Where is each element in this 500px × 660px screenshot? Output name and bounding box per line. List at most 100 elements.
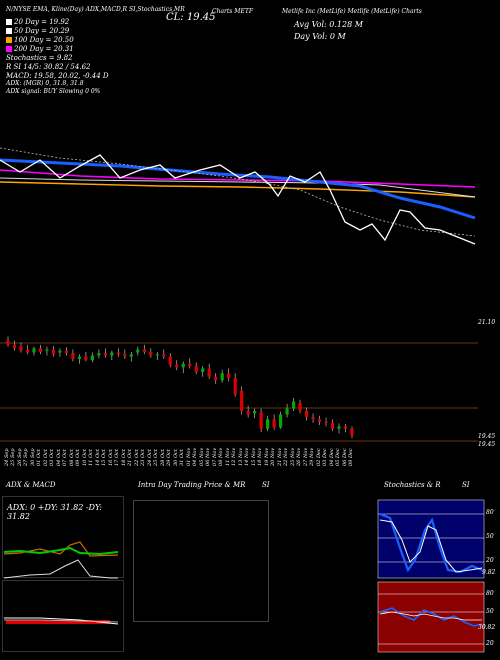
- intraday-panel-title: Intra Day Trading Price & MR: [138, 481, 246, 489]
- company-label: Metlife Inc (MetLife) Metlife (MetLife) …: [282, 8, 422, 15]
- symbol-label: Charts METF: [212, 8, 253, 15]
- candle-body: [45, 349, 49, 351]
- stochastics-readout: Stochastics = 9.82: [6, 54, 73, 62]
- macd-readout: MACD: 19.58, 20.02, -0.44 D: [6, 72, 109, 80]
- candle-body: [330, 422, 335, 429]
- rsi-tick-50: 50: [486, 608, 494, 615]
- stoch-tick-80: 80: [486, 509, 494, 516]
- candle-body: [129, 354, 133, 357]
- candle-body: [194, 366, 198, 372]
- stoch-last-value: 9.82: [482, 569, 496, 576]
- macd-signal-line: [4, 619, 119, 623]
- candle-body: [317, 419, 322, 422]
- legend-item-ema20: 20 Day = 19.92: [6, 18, 109, 27]
- candle-body: [188, 363, 192, 367]
- candle-body: [324, 421, 328, 423]
- candle-body: [25, 349, 30, 353]
- candle-body: [246, 411, 250, 415]
- adx-plus-di-line: [3, 546, 119, 556]
- candle-body: [90, 355, 94, 361]
- candle-body: [311, 416, 315, 420]
- candle-body: [136, 349, 140, 353]
- candle-body: [71, 353, 75, 359]
- price-level-low1: 19.45: [478, 433, 496, 440]
- candle-body: [298, 402, 302, 411]
- mr-line: [379, 611, 482, 621]
- adx-panel-title: ADX & MACD: [6, 481, 56, 489]
- header-top-line: N/NYSE EMA, Kline(Day) ADX,MACD,R SI,Sto…: [6, 6, 185, 13]
- stoch-d-line: [379, 519, 483, 573]
- ema100-line: [0, 181, 476, 198]
- price-line: [0, 154, 476, 245]
- candle-body: [175, 364, 179, 368]
- candle-body: [168, 356, 172, 365]
- candle-body: [84, 356, 88, 361]
- candle-body: [304, 411, 309, 417]
- candle-body: [343, 426, 348, 429]
- candle-body: [110, 352, 114, 356]
- candle-body: [350, 428, 354, 436]
- candle-body: [285, 408, 289, 415]
- candle-body: [220, 373, 224, 381]
- ema50-line: [0, 177, 476, 198]
- candle-body: [266, 419, 270, 429]
- candle-body: [97, 353, 101, 356]
- stoch-panel-si: SI: [462, 481, 470, 489]
- candle-body: [149, 351, 153, 356]
- ema20-line: [0, 147, 476, 237]
- candle-body: [123, 354, 127, 357]
- macd-histogram: [6, 620, 110, 624]
- candle-body: [103, 353, 107, 356]
- price-level-low2: 19.45: [478, 441, 496, 448]
- candle-body: [19, 346, 23, 351]
- candle-body: [291, 401, 296, 409]
- candle-body: [6, 340, 10, 345]
- stoch-panel-bg: [377, 499, 485, 579]
- rsi-tick-80: 80: [486, 590, 494, 597]
- macd-panel: [2, 580, 124, 652]
- ema200-line: [0, 169, 476, 188]
- candle-body: [272, 419, 276, 428]
- day-volume: Day Vol: 0 M: [294, 32, 346, 41]
- candle-body: [259, 412, 263, 429]
- legend-item-ema50: 50 Day = 20.29: [6, 27, 109, 36]
- candle-body: [77, 356, 81, 359]
- trend-blue-line: [0, 158, 476, 220]
- candle-body: [337, 426, 341, 429]
- intraday-panel: [133, 500, 269, 622]
- candle-body: [155, 354, 159, 356]
- candle-body: [227, 373, 231, 378]
- adx-panel-readout: ADX: 0 +DY: 31.82 -DY: 31.82: [7, 503, 102, 521]
- rsi-readout: R SI 14/5: 30.82 / 54.62: [6, 63, 91, 71]
- rsi-tick-20: 20: [486, 640, 494, 647]
- candle-body: [32, 348, 36, 353]
- adx-line: [3, 559, 118, 579]
- ema-legend: 20 Day = 19.92 50 Day = 20.29 100 Day = …: [6, 18, 109, 81]
- price-level-top: 21.10: [478, 319, 496, 326]
- candle-body: [64, 350, 69, 354]
- candle-body: [201, 368, 205, 372]
- main-price-chart: [0, 147, 478, 442]
- candle-body: [142, 349, 146, 352]
- candle-body: [207, 368, 211, 377]
- candle-body: [253, 411, 257, 414]
- stoch-tick-20: 20: [486, 557, 494, 564]
- adx-readout: ADX: (MGR) 0, 31.8, 31.8: [6, 80, 84, 87]
- candle-body: [240, 390, 244, 411]
- candle-body: [12, 344, 17, 349]
- adx-panel: ADX: 0 +DY: 31.82 -DY: 31.82: [2, 496, 124, 578]
- legend-item-ema100: 100 Day = 20.50: [6, 36, 109, 45]
- close-price-label: CL: 19.45: [166, 12, 216, 23]
- candle-body: [38, 348, 43, 352]
- stoch-panel-title: Stochastics & R: [384, 481, 441, 489]
- intraday-panel-si: SI: [262, 481, 270, 489]
- legend-item-ema200: 200 Day = 20.31: [6, 45, 109, 54]
- candle-body: [279, 414, 283, 428]
- candle-body: [116, 352, 120, 355]
- rsi-panel-bg: [377, 581, 485, 653]
- candle-body: [162, 354, 166, 357]
- candle-body: [214, 376, 218, 381]
- stoch-tick-50: 50: [486, 533, 494, 540]
- candle-body: [233, 377, 237, 395]
